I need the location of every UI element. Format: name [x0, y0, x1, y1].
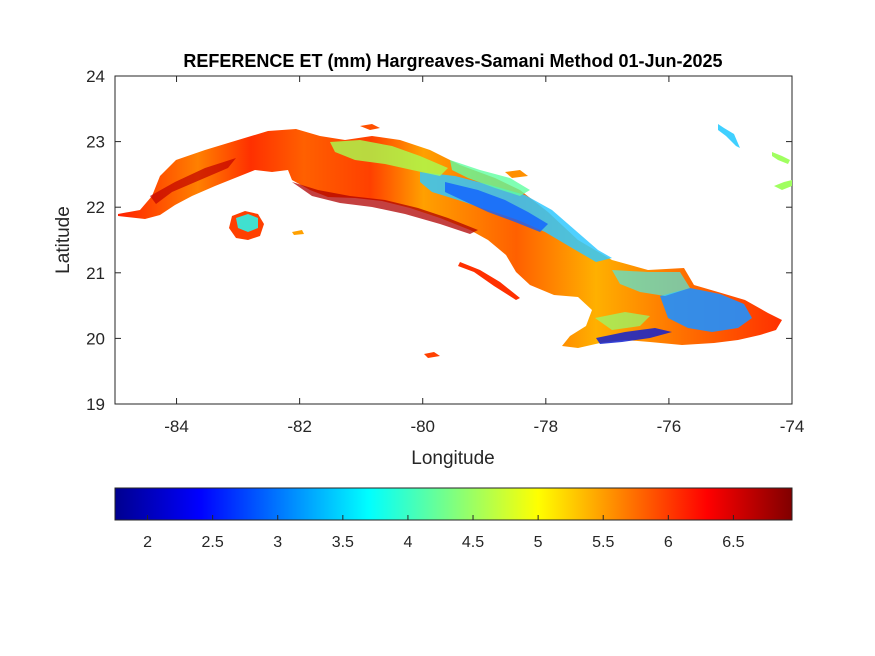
western-high-et-zone [150, 158, 236, 204]
x-tick-label: -74 [780, 417, 805, 436]
cayo-south-3 [292, 230, 304, 235]
cayo-north-2 [505, 170, 528, 178]
y-axis: 19 20 21 22 23 24 [86, 67, 792, 414]
y-tick-label: 20 [86, 329, 105, 348]
isla-low-et-zone [236, 214, 258, 232]
colorbar-tick-label: 2.5 [202, 534, 224, 551]
plot-area [114, 75, 793, 405]
colorbar-tick-label: 4.5 [462, 534, 484, 551]
cayo-south-1 [458, 262, 520, 300]
colorbar-ticks: 2 2.5 3 3.5 4 4.5 5 5.5 6 6.5 [143, 515, 745, 551]
cayo-south-2 [424, 352, 440, 358]
y-tick-label: 22 [86, 198, 105, 217]
colorbar-tick-label: 5 [534, 534, 543, 551]
colorbar-tick-label: 6 [664, 534, 673, 551]
sierra-maestra-low-et-zone [596, 328, 672, 344]
colorbar-tick-label: 5.5 [592, 534, 614, 551]
y-tick-label: 24 [86, 67, 105, 86]
x-tick-label: -84 [164, 417, 189, 436]
eastern-low-et-zone [660, 288, 752, 332]
y-axis-label: Latitude [53, 206, 74, 274]
eastern-mid-et-zone [612, 270, 690, 296]
southern-high-et-zone [292, 182, 478, 234]
map-axes: -84 -82 -80 -78 -76 -74 19 20 21 22 23 24 [86, 67, 804, 436]
et-raster-layer [118, 124, 792, 358]
x-tick-label: -78 [534, 417, 559, 436]
cayo-north-1 [360, 124, 380, 130]
central-very-low-et-zone [445, 182, 548, 232]
southern-mid-et-zone [595, 312, 650, 330]
colorbar-tick-label: 3.5 [332, 534, 354, 551]
y-tick-label: 21 [86, 264, 105, 283]
colorbar-tick-label: 6.5 [722, 534, 744, 551]
y-tick-label: 19 [86, 395, 105, 414]
x-tick-label: -76 [657, 417, 682, 436]
x-tick-label: -82 [287, 417, 312, 436]
colorbar-tick-label: 2 [143, 534, 152, 551]
x-tick-label: -80 [410, 417, 435, 436]
north-coast-mid-et-zone [450, 160, 530, 196]
western-mid-et-zone [330, 140, 448, 176]
map-title: REFERENCE ET (mm) Hargreaves-Samani Meth… [183, 51, 722, 71]
cayo-east-1 [718, 124, 740, 148]
cayo-east-3 [774, 180, 792, 190]
cuba-main-island [118, 129, 782, 348]
colorbar-tick-label: 4 [403, 534, 412, 551]
colorbar-tick-label: 3 [273, 534, 282, 551]
y-tick-label: 23 [86, 133, 105, 152]
colorbar-gradient [114, 487, 793, 521]
x-axis: -84 -82 -80 -78 -76 -74 [164, 76, 804, 436]
x-axis-label: Longitude [411, 448, 494, 469]
colorbar: 2 2.5 3 3.5 4 4.5 5 5.5 6 6.5 [114, 487, 793, 551]
cayo-east-2 [772, 152, 790, 164]
